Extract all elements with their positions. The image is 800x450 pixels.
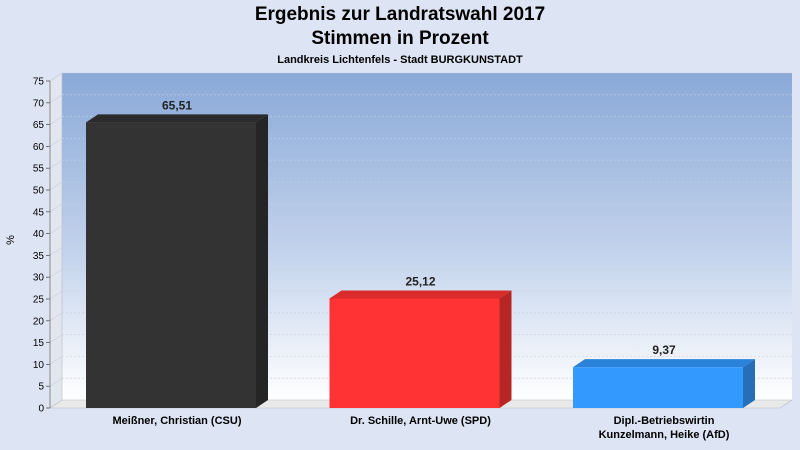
bar-top [329,290,512,299]
y-tick-label: 35 [33,251,45,262]
bar-value-label: 65,51 [162,98,192,112]
grid-line-side [49,94,63,104]
grid-line-side [49,334,63,343]
y-tick-label: 60 [33,142,45,153]
bar [573,359,755,408]
grid-line-side [49,312,63,322]
grid-line-side [49,356,63,365]
x-category-label: Dr. Schille, Arnt-Uwe (SPD) [350,415,491,427]
y-tick-label: 50 [33,186,45,197]
y-tick-label: 0 [38,404,44,415]
y-tick-label: 30 [33,273,45,284]
y-tick-label: 40 [33,229,45,240]
grid-line-side [49,181,63,191]
y-tick-label: 70 [33,98,45,109]
grid-line-side [49,72,63,82]
bar [329,290,512,408]
chart-title-line2: Stimmen in Prozent [311,28,489,49]
grid-line-side [49,138,63,147]
bar-side [743,359,755,408]
y-tick-label: 20 [33,316,45,327]
grid-line-side [49,247,63,256]
grid-line-side [49,225,63,234]
grid-line-side [49,159,63,169]
chart-subtitle: Landkreis Lichtenfels - Stadt BURGKUNSTA… [277,54,523,66]
bar-side [499,290,512,408]
y-tick-label: 65 [33,120,45,131]
x-category-label: Meißner, Christian (CSU) [113,415,242,427]
bar-top [86,114,268,123]
grid-line-side [49,268,63,278]
y-tick-label: 75 [33,77,45,88]
grid-line-side [49,290,63,300]
grid-line-side [49,116,63,125]
bar-top [573,359,755,368]
y-tick-label: 15 [33,338,45,349]
y-tick-label: 55 [33,164,45,175]
chart-title: Ergebnis zur Landratswahl 2017 [254,4,546,25]
y-tick-label: 5 [38,382,44,393]
bar-value-label: 25,12 [405,274,435,288]
x-category-label: Dipl.-Betriebswirtin [614,415,715,427]
y-tick-label: 45 [33,207,45,218]
grid-line-side [49,377,63,387]
bar-front [329,298,500,408]
bar-side [256,114,268,408]
bar [86,114,268,408]
bar-value-label: 9,37 [652,343,676,357]
y-tick-label: 25 [33,295,45,306]
y-tick-label: 10 [33,360,45,371]
grid-line-side [49,203,63,213]
bar-front [86,122,256,408]
bar-front [573,367,743,408]
x-category-label: Kunzelmann, Heike (AfD) [599,429,730,441]
